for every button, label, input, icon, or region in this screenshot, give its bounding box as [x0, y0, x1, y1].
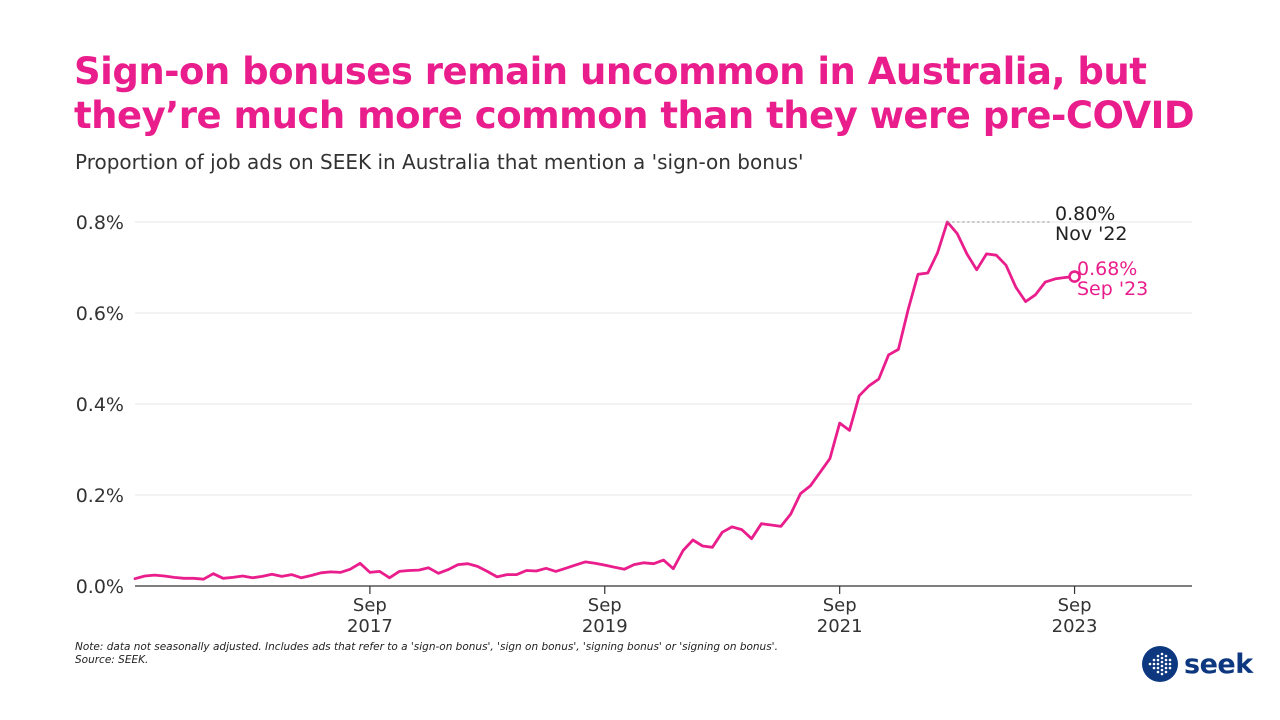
x-tick-label-year: 2019	[582, 616, 628, 637]
latest-value-label: 0.68%	[1077, 258, 1137, 280]
x-tick-label-month: Sep	[823, 595, 857, 616]
latest-date-label: Sep '23	[1077, 278, 1148, 300]
footnote-source: Source: SEEK.	[75, 654, 149, 666]
y-tick-label: 0.4%	[76, 394, 124, 416]
x-tick-label-month: Sep	[1058, 595, 1092, 616]
x-tick-label-year: 2023	[1052, 616, 1098, 637]
seek-logo-text: seek	[1184, 648, 1253, 680]
x-tick-label-month: Sep	[353, 595, 387, 616]
y-tick-label: 0.2%	[76, 485, 124, 507]
y-tick-label: 0.6%	[76, 303, 124, 325]
latest-point-marker	[1068, 270, 1081, 283]
chart-title-line-1: Sign-on bonuses remain uncommon in Austr…	[74, 50, 1147, 93]
footnote: Note: data not seasonally adjusted. Incl…	[75, 641, 778, 667]
seek-logo: seek	[1142, 646, 1253, 682]
chart-title-line-2: they’re much more common than they were …	[74, 94, 1195, 137]
x-tick-label-month: Sep	[588, 595, 622, 616]
seek-logo-icon	[1142, 646, 1178, 682]
y-tick-label: 0.8%	[76, 212, 124, 234]
chart-subtitle: Proportion of job ads on SEEK in Austral…	[75, 150, 804, 174]
peak-date-label: Nov '22	[1055, 223, 1128, 245]
x-tick-label-year: 2017	[347, 616, 393, 637]
peak-value-label: 0.80%	[1055, 203, 1115, 225]
chart-title: Sign-on bonuses remain uncommon in Austr…	[74, 50, 1224, 138]
x-tick-label-year: 2021	[817, 616, 863, 637]
footnote-note: Note: data not seasonally adjusted. Incl…	[75, 641, 778, 653]
series-line	[133, 220, 1076, 581]
y-tick-label: 0.0%	[76, 576, 124, 598]
